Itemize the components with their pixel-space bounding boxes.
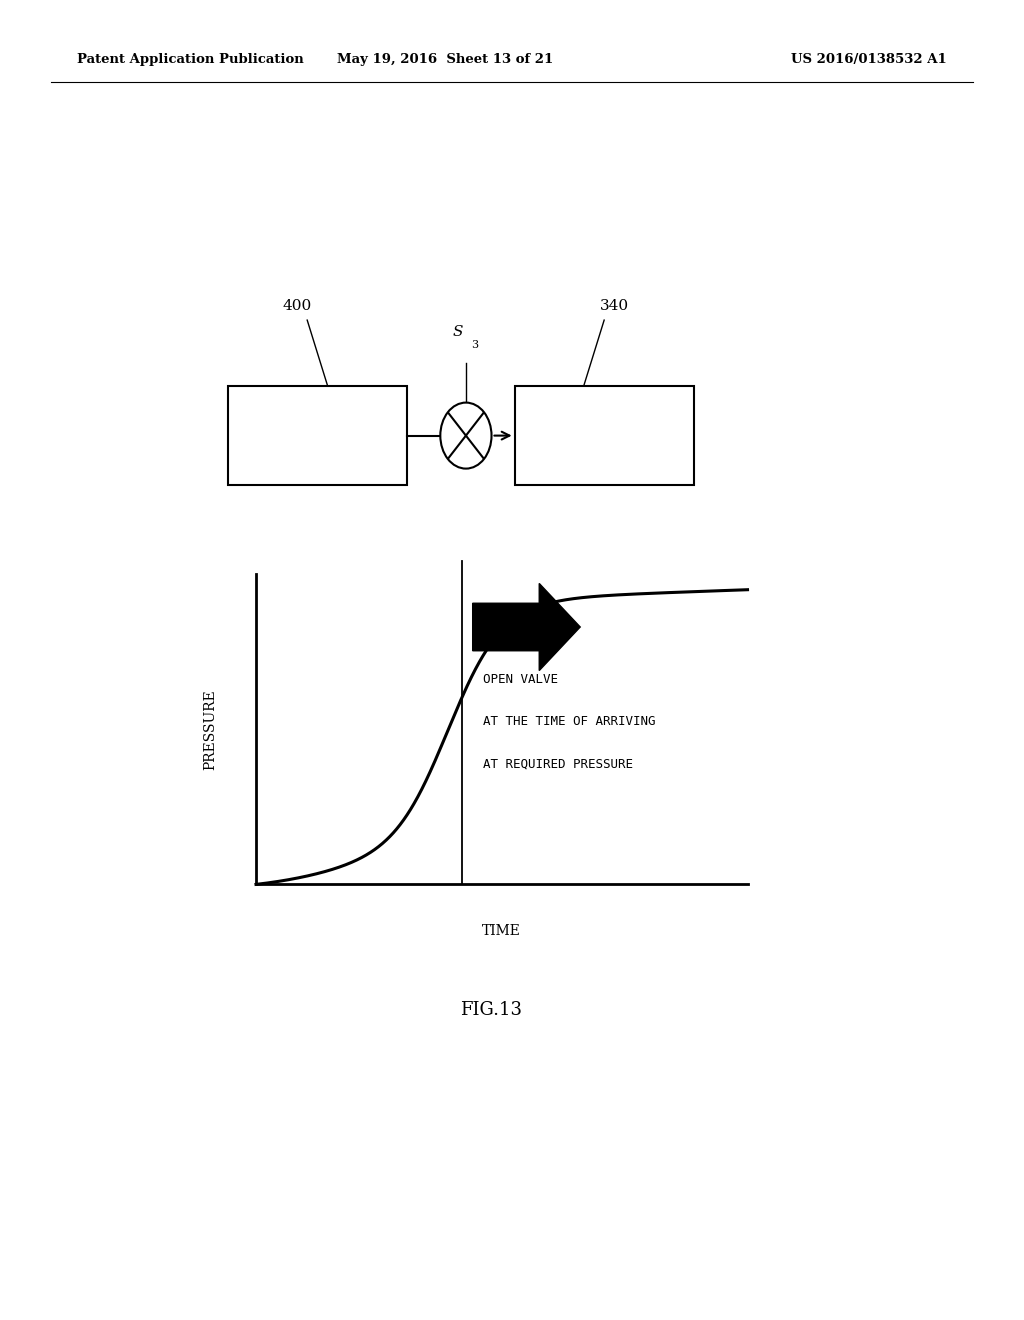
Text: TIME: TIME [482,924,521,939]
Text: 400: 400 [283,300,311,313]
Text: May 19, 2016  Sheet 13 of 21: May 19, 2016 Sheet 13 of 21 [337,53,554,66]
Polygon shape [473,583,581,671]
Text: FIG.13: FIG.13 [461,1001,522,1019]
Text: US 2016/0138532 A1: US 2016/0138532 A1 [792,53,947,66]
Text: Patent Application Publication: Patent Application Publication [77,53,303,66]
Text: OPEN VALVE: OPEN VALVE [483,673,558,686]
Bar [514,385,694,484]
Text: AT THE TIME OF ARRIVING: AT THE TIME OF ARRIVING [483,715,655,729]
Text: 3: 3 [471,339,478,350]
Text: 340: 340 [600,300,629,313]
Text: S: S [453,325,463,339]
Text: AT REQUIRED PRESSURE: AT REQUIRED PRESSURE [483,758,633,771]
Bar [227,385,407,484]
Circle shape [440,403,492,469]
Text: PRESSURE: PRESSURE [203,689,217,770]
